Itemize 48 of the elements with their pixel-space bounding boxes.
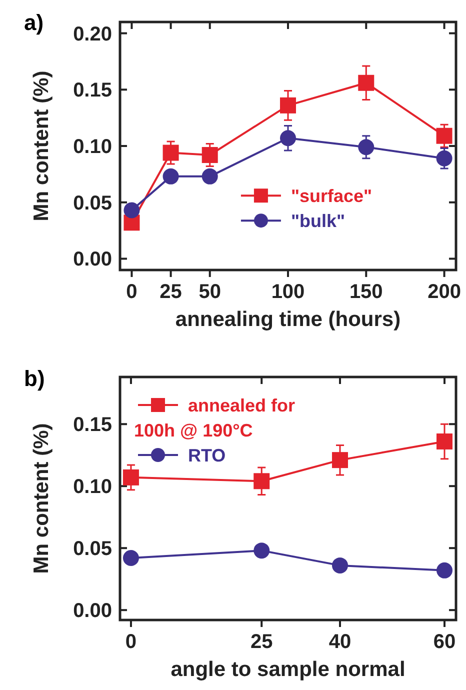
point (202, 168, 218, 184)
point (122, 469, 139, 486)
y-tick-label: 0.05 (73, 538, 112, 560)
point (254, 542, 270, 559)
x-tick-label: 25 (250, 631, 273, 653)
point (436, 562, 453, 578)
point (280, 130, 296, 146)
y-tick-label: 0.10 (73, 476, 112, 498)
point (332, 452, 348, 468)
x-tick-label: 150 (349, 281, 383, 303)
x-tick-label: 200 (428, 281, 461, 303)
point (280, 97, 296, 114)
x-tick-label: 50 (198, 281, 221, 303)
text: b) (24, 366, 45, 391)
point (254, 473, 270, 490)
x-tick-label: 25 (160, 281, 182, 303)
point (436, 128, 452, 144)
point (124, 202, 140, 218)
y-axis-title: Mn content (%) (30, 423, 53, 574)
y-tick-label: 0.10 (73, 136, 112, 158)
y-tick-label: 0.20 (73, 23, 112, 46)
x-tick-label: 60 (433, 631, 456, 653)
x-axis-title: angle to sample normal (170, 658, 406, 681)
point (202, 147, 218, 164)
x-tick-label: 100 (271, 281, 305, 303)
y-tick-label: 0.00 (73, 600, 112, 622)
text: a) (24, 10, 44, 35)
x-tick-label: 0 (125, 631, 137, 653)
point (332, 557, 348, 574)
y-tick-label: 0.15 (73, 414, 112, 436)
legend-label: "bulk" (290, 210, 346, 231)
y-tick-label: 0.00 (73, 248, 112, 271)
point (358, 74, 374, 91)
y-axis-title: Mn content (%) (30, 70, 53, 222)
point (358, 139, 374, 156)
x-tick-label: 40 (328, 631, 352, 653)
point (436, 150, 452, 166)
point (162, 144, 179, 161)
x-axis-title: annealing time (hours) (175, 308, 401, 331)
y-tick-label: 0.15 (73, 80, 112, 102)
point (122, 550, 139, 566)
legend-label: RTO (188, 445, 226, 466)
legend-label: annealed for 100h @ 190°C (134, 395, 296, 440)
legend-label: "surface" (290, 186, 372, 206)
point (162, 168, 179, 184)
point (436, 433, 453, 450)
y-tick-label: 0.05 (73, 192, 112, 214)
x-tick-label: 0 (126, 281, 138, 303)
